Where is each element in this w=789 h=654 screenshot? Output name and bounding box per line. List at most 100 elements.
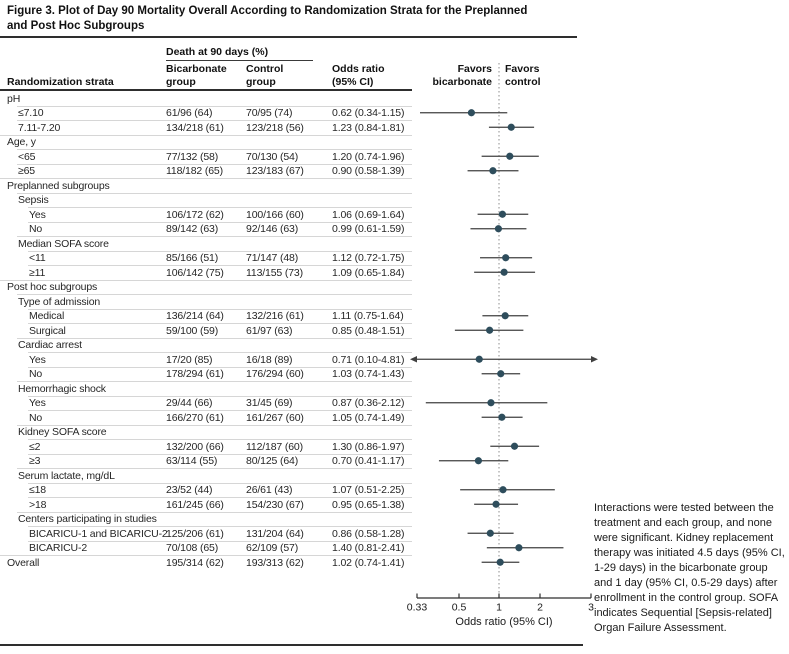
control-value: 70/130 (54) [246, 150, 299, 163]
strata-label: 7.11-7.20 [18, 121, 61, 134]
strata-label: Hemorrhagic shock [18, 382, 106, 395]
column-header-control: Control group [246, 63, 283, 88]
table-row-group-header: Kidney SOFA score [0, 424, 412, 440]
strata-label: Kidney SOFA score [18, 426, 107, 438]
odds-ratio-value: 0.71 (0.10-4.81) [332, 353, 405, 366]
control-value: 112/187 (60) [246, 440, 303, 453]
control-value: 71/147 (48) [246, 252, 299, 264]
control-value: 161/267 (60) [246, 411, 304, 424]
odds-ratio-value: 1.09 (0.65-1.84) [332, 266, 405, 279]
bicarbonate-value: 61/96 (64) [166, 107, 213, 119]
bicarbonate-value: 132/200 (66) [166, 440, 224, 453]
strata-label: Median SOFA score [18, 237, 109, 250]
row-divider-hairline [17, 337, 412, 339]
strata-label: ≤2 [29, 440, 41, 453]
favors-bicarbonate-label: Favors bicarbonate [420, 63, 492, 88]
table-row: Medical 136/214 (64) 132/216 (61) 1.11 (0.7… [0, 308, 412, 324]
or-point-marker [486, 529, 494, 537]
table-row-group-header: Serum lactate, mg/dL [0, 468, 412, 483]
odds-ratio-value: 1.12 (0.72-1.75) [332, 252, 405, 264]
or-point-marker [499, 486, 507, 494]
or-point-marker [502, 254, 510, 262]
column-header-odds-ratio: Odds ratio (95% CI) [332, 63, 385, 88]
control-value: 26/61 (43) [246, 484, 293, 496]
bicarbonate-value: 118/182 (65) [166, 165, 223, 177]
or-point-marker [492, 500, 500, 508]
control-value: 131/204 (64) [246, 527, 304, 540]
x-axis-tick-label: 0.33 [407, 602, 428, 614]
bicarbonate-value: 161/245 (66) [166, 498, 224, 511]
table-row-group-header: Post hoc subgroups [0, 279, 412, 295]
row-divider-hairline [28, 308, 412, 310]
bicarbonate-value: 178/294 (61) [166, 368, 224, 380]
table-row: No 178/294 (61) 176/294 (60) 1.03 (0.74-1.4… [0, 366, 412, 382]
strata-label: Centers participating in studies [18, 513, 157, 525]
control-value: 31/45 (69) [246, 397, 293, 409]
bicarbonate-value: 70/108 (65) [166, 542, 219, 554]
strata-label: <65 [18, 150, 36, 163]
column-header-bicarbonate-line2: group [166, 75, 196, 88]
control-value: 123/218 (56) [246, 121, 304, 134]
odds-ratio-value: 0.62 (0.34-1.15) [332, 107, 405, 119]
row-divider-hairline [17, 424, 412, 426]
or-point-marker [506, 152, 514, 160]
or-point-marker [500, 268, 508, 276]
strata-label: Type of admission [18, 295, 101, 308]
odds-ratio-value: 0.70 (0.41-1.17) [332, 455, 405, 467]
bicarbonate-value: 166/270 (61) [166, 411, 224, 424]
bicarbonate-value: 29/44 (66) [166, 397, 213, 409]
or-point-marker [487, 399, 495, 407]
strata-label: Yes [29, 353, 46, 366]
bicarbonate-value: 106/172 (62) [166, 208, 224, 221]
odds-ratio-value: 1.20 (0.74-1.96) [332, 150, 405, 163]
or-point-marker [474, 457, 483, 465]
strata-label: ≥3 [29, 455, 41, 467]
control-value: 123/183 (67) [246, 165, 304, 177]
or-point-marker [467, 109, 476, 117]
control-value: 16/18 (89) [246, 353, 293, 366]
table-row: ≥11 106/142 (75) 113/155 (73) 1.09 (0.65-1.… [0, 265, 412, 280]
control-value: 154/230 (67) [246, 498, 304, 511]
control-value: 61/97 (63) [246, 324, 293, 337]
table-row-group-header: Type of admission [0, 294, 412, 309]
row-divider-hairline [28, 265, 412, 266]
or-point-marker [494, 225, 503, 233]
strata-label: No [29, 223, 43, 235]
table-row-group-header: Sepsis [0, 192, 412, 208]
table-row-group-header: Centers participating in studies [0, 511, 412, 527]
column-header-strata: Randomization strata [7, 76, 114, 88]
odds-ratio-value: 0.99 (0.61-1.59) [332, 223, 405, 235]
strata-label: ≥11 [29, 266, 46, 279]
strata-label: Age, y [7, 136, 36, 148]
table-row-group-header: Median SOFA score [0, 236, 412, 251]
table-row: ≥3 63/114 (55) 80/125 (64) 0.70 (0.41-1.17) [0, 453, 412, 469]
bicarbonate-value: 17/20 (85) [166, 353, 213, 366]
bicarbonate-value: 23/52 (44) [166, 484, 213, 496]
row-divider-hairline [28, 526, 412, 527]
table-row: Yes 17/20 (85) 16/18 (89) 0.71 (0.10-4.81) [0, 352, 412, 367]
row-divider-hairline [28, 453, 412, 455]
row-divider-hairline [17, 120, 412, 121]
table-row: Yes 29/44 (66) 31/45 (69) 0.87 (0.36-2.12) [0, 395, 412, 411]
odds-ratio-value: 0.95 (0.65-1.38) [332, 498, 405, 511]
odds-ratio-value: 1.02 (0.74-1.41) [332, 556, 405, 569]
control-value: 100/166 (60) [246, 208, 304, 221]
odds-ratio-value: 1.06 (0.69-1.64) [332, 208, 405, 221]
strata-label: BICARICU-1 and BICARICU-2 [29, 527, 168, 540]
row-divider-hairline [17, 294, 412, 295]
row-divider-hairline [28, 410, 412, 411]
or-point-marker [515, 544, 523, 552]
strata-label: Cardiac arrest [18, 339, 82, 351]
strata-label: pH [7, 92, 21, 105]
row-divider-hairline [28, 497, 412, 498]
table-row: Yes 106/172 (62) 100/166 (60) 1.06 (0.69-1.… [0, 207, 412, 222]
control-value: 80/125 (64) [246, 455, 299, 467]
column-header-odds-ratio-line2: (95% CI) [332, 75, 374, 88]
column-header-odds-ratio-line1: Odds ratio [332, 63, 385, 75]
favors-control-line1: Favors [505, 63, 540, 75]
bicarbonate-value: 85/166 (51) [166, 252, 219, 264]
figure-title: Figure 3. Plot of Day 90 Mortality Overa… [7, 4, 527, 34]
favors-control-line2: control [505, 75, 541, 88]
or-point-marker [486, 326, 494, 334]
